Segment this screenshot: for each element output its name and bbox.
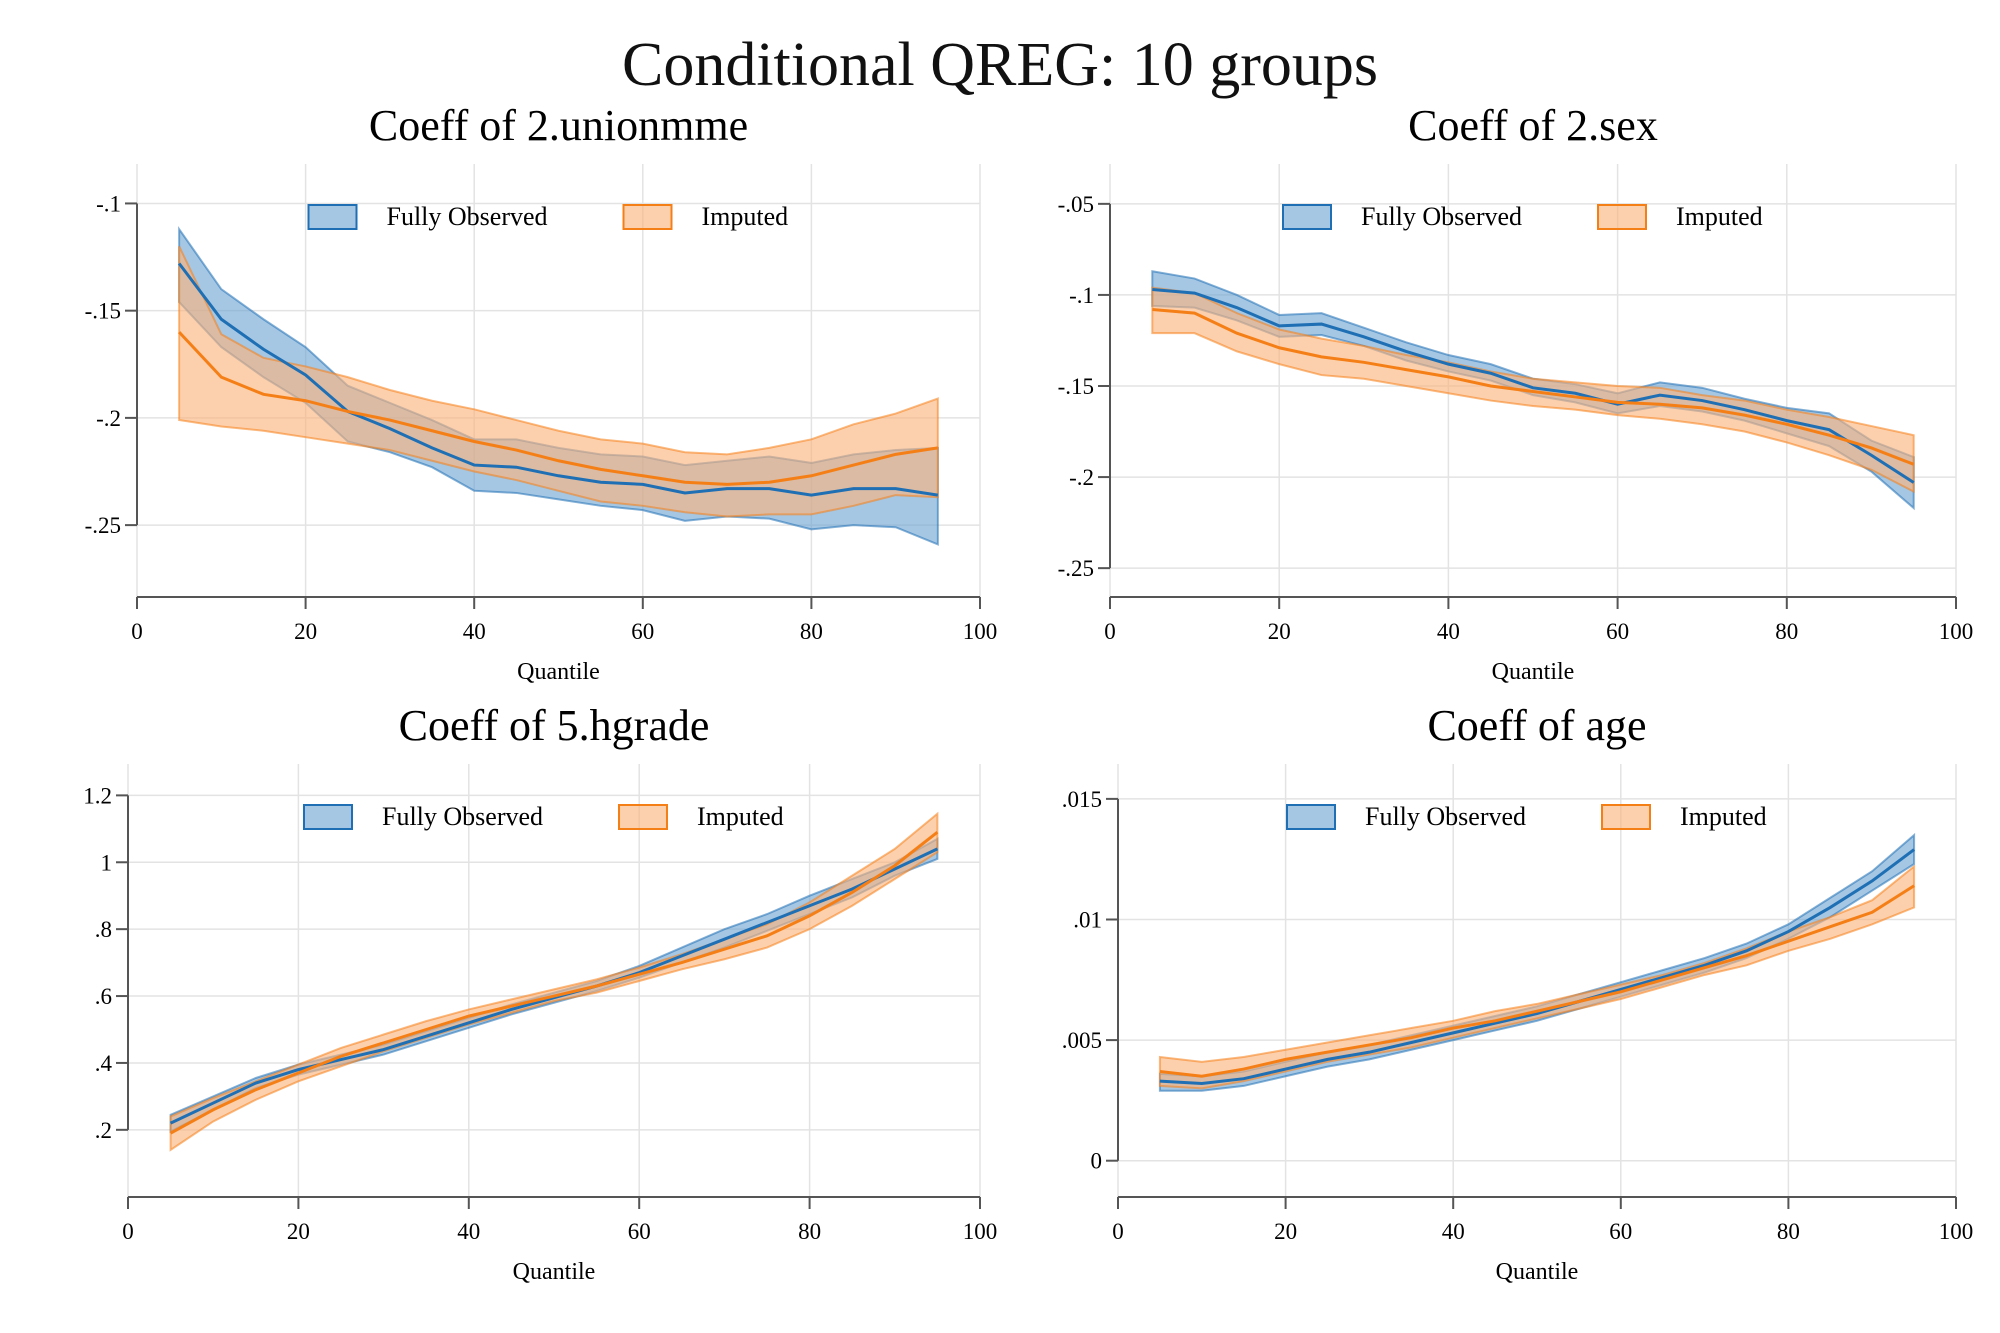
x-axis-label: Quantile [513,1259,596,1285]
panel-title: Coeff of 5.hgrade [399,701,710,750]
fully-observed-estimate-line [1159,848,1915,1086]
y-tick-label: -.25 [85,513,121,538]
fully-observed-legend-swatch [307,204,358,230]
panel-coeff-of-2-sex: Coeff of 2.sex -.05 -.1 -.15 -.2 -.25 0 20 40 60 8… [1058,101,1974,685]
x-tick-label: 60 [628,1219,651,1244]
y-tick-label: .015 [1062,787,1102,812]
legend: Fully Observed Imputed [1286,802,1767,831]
panel-title: Coeff of age [1427,701,1646,750]
imputed-confidence-band [169,811,939,1152]
imputed-legend-label: Imputed [1676,202,1763,231]
y-tick-label: .6 [95,984,112,1009]
x-tick-label: 100 [1939,1219,1974,1244]
y-tick-label: .005 [1062,1028,1102,1053]
x-tick-label: 40 [457,1219,480,1244]
legend: Fully Observed Imputed [303,802,784,831]
fully-observed-legend-swatch [303,804,353,830]
y-tick-label: .01 [1073,907,1102,932]
x-tick-label: 100 [963,1219,998,1244]
y-tick-label: .4 [95,1051,113,1076]
x-tick-label: 0 [131,619,143,644]
figure-title: Conditional QREG: 10 groups [621,31,1379,99]
y-tick-label: -.15 [1058,374,1094,399]
y-tick-label: -.1 [96,191,121,216]
y-tick-label: -.25 [1058,556,1094,581]
y-tick-label: .2 [95,1118,112,1143]
imputed-legend-swatch [622,204,673,230]
x-tick-label: 40 [1437,619,1460,644]
y-tick-label: -.15 [85,299,121,324]
panel-title: Coeff of 2.sex [1408,101,1658,150]
legend: Fully Observed Imputed [307,202,789,231]
y-tick-label: 0 [1091,1149,1103,1174]
x-tick-label: 80 [798,1219,821,1244]
x-tick-label: 20 [294,619,317,644]
y-tick-label: -.05 [1058,192,1094,217]
x-tick-label: 60 [1609,1219,1632,1244]
x-tick-label: 80 [1775,619,1798,644]
y-tick-label: -.2 [96,406,121,431]
panel-coeff-of-2-unionmme: Coeff of 2.unionmme -.1 -.15 -.2 -.25 0 20 40 60… [85,101,998,685]
x-tick-label: 0 [1104,619,1116,644]
panel-title: Coeff of 2.unionmme [369,101,748,150]
fully-observed-legend-swatch [1282,204,1332,230]
x-tick-label: 0 [1112,1219,1124,1244]
fully-observed-legend-swatch [1286,804,1336,830]
imputed-legend-label: Imputed [702,202,789,231]
imputed-confidence-band [1151,286,1915,494]
x-axis-label: Quantile [517,659,600,685]
x-tick-label: 0 [122,1219,134,1244]
y-tick-label: -.1 [1069,283,1094,308]
fully-observed-legend-label: Fully Observed [387,202,548,231]
imputed-legend-swatch [1597,204,1647,230]
imputed-estimate-line [1159,884,1915,1078]
imputed-legend-swatch [618,804,668,830]
x-tick-label: 20 [287,1219,310,1244]
y-tick-label: 1.2 [83,783,112,808]
x-tick-label: 100 [1939,619,1974,644]
panel-coeff-of-5-hgrade: Coeff of 5.hgrade 1.2 1 .8 .6 .4 .2 0 20 40 60 80 10… [83,701,997,1285]
y-tick-label: 1 [101,850,113,875]
legend: Fully Observed Imputed [1282,202,1763,231]
imputed-legend-label: Imputed [1680,802,1767,831]
imputed-legend-swatch [1601,804,1651,830]
x-axis-label: Quantile [1492,659,1575,685]
imputed-legend-label: Imputed [697,802,784,831]
fully-observed-legend-label: Fully Observed [1361,202,1522,231]
x-tick-label: 60 [1606,619,1629,644]
y-tick-label: -.2 [1069,465,1094,490]
imputed-estimate-line [169,830,939,1135]
fully-observed-legend-label: Fully Observed [1365,802,1526,831]
imputed-confidence-band [1158,864,1916,1090]
x-tick-label: 20 [1274,1219,1297,1244]
x-tick-label: 100 [963,619,998,644]
fully-observed-legend-label: Fully Observed [382,802,543,831]
x-tick-label: 60 [631,619,654,644]
x-tick-label: 80 [1777,1219,1800,1244]
x-axis-label: Quantile [1496,1259,1579,1285]
x-tick-label: 80 [800,619,823,644]
x-tick-label: 20 [1268,619,1291,644]
panel-coeff-of-age: Coeff of age .015 .01 .005 0 0 20 40 60 80 100 Quan… [1062,701,1974,1285]
x-tick-label: 40 [463,619,486,644]
y-tick-label: .8 [95,917,112,942]
x-tick-label: 40 [1442,1219,1465,1244]
